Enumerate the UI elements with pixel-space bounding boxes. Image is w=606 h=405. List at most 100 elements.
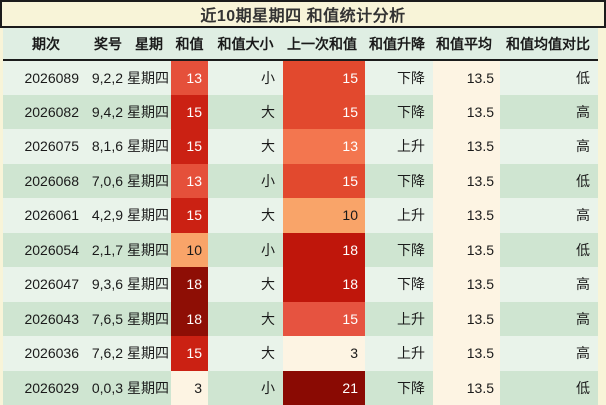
header-sum: 和值 <box>175 35 204 52</box>
vs-avg-cell: 高 <box>576 138 590 155</box>
table-row: 2026089 9,2,2 星期四 13 小 15 下降 13.5 低 <box>3 60 598 95</box>
weekday-cell: 星期四 <box>127 345 169 362</box>
header-numbers: 奖号 <box>94 35 122 52</box>
period-cell: 2026054 <box>24 241 79 258</box>
table-header: 期次 奖号 星期 和值 和值大小 上一次和值 和值升降 和值平均 和值均值对比 <box>3 28 598 60</box>
avg-cell: 13.5 <box>433 129 500 164</box>
page-title: 近10期星期四 和值统计分析 <box>0 0 606 28</box>
sum-size-cell: 小 <box>261 241 275 258</box>
header-size: 和值大小 <box>217 35 274 52</box>
sum-value-cell: 13 <box>171 163 208 198</box>
table-body: 2026089 9,2,2 星期四 13 小 15 下降 13.5 低 2026082 9,4,2 星… <box>3 60 598 405</box>
trend-cell: 上升 <box>397 138 425 155</box>
prev-sum-cell: 15 <box>283 60 365 95</box>
table-row: 2026082 9,4,2 星期四 15 大 15 下降 13.5 高 <box>3 94 598 129</box>
table-row: 2026043 7,6,5 星期四 18 大 15 上升 13.5 高 <box>3 301 598 336</box>
prev-sum-cell: 15 <box>283 163 365 198</box>
draw-numbers-cell: 7,6,2 <box>91 345 123 362</box>
sum-size-cell: 小 <box>261 69 275 86</box>
weekday-cell: 星期四 <box>127 276 169 293</box>
trend-cell: 下降 <box>397 69 425 86</box>
sum-size-cell: 小 <box>261 379 275 396</box>
trend-cell: 上升 <box>397 310 425 327</box>
header-avg: 和值平均 <box>436 35 492 52</box>
sum-size-cell: 小 <box>261 172 275 189</box>
vs-avg-cell: 低 <box>576 172 590 189</box>
weekday-cell: 星期四 <box>127 69 169 86</box>
avg-cell: 13.5 <box>433 60 500 95</box>
page-title-text: 近10期星期四 和值统计分析 <box>200 8 406 25</box>
vs-avg-cell: 高 <box>576 345 590 362</box>
draw-numbers-cell: 4,2,9 <box>91 207 123 224</box>
trend-cell: 下降 <box>397 241 425 258</box>
vs-avg-cell: 高 <box>576 103 590 120</box>
vs-avg-cell: 低 <box>576 241 590 258</box>
period-cell: 2026082 <box>24 103 79 120</box>
avg-cell: 13.5 <box>433 163 500 198</box>
period-cell: 2026036 <box>24 345 79 362</box>
sum-size-cell: 大 <box>261 138 275 155</box>
trend-cell: 上升 <box>397 207 425 224</box>
avg-cell: 13.5 <box>433 267 500 302</box>
draw-numbers-cell: 9,4,2 <box>91 103 123 120</box>
trend-cell: 下降 <box>397 276 425 293</box>
sum-value-cell: 15 <box>171 198 208 233</box>
prev-sum-cell: 15 <box>283 301 365 336</box>
sum-size-cell: 大 <box>261 276 275 293</box>
trend-cell: 下降 <box>397 379 425 396</box>
period-cell: 2026068 <box>24 172 79 189</box>
sum-value-cell: 18 <box>171 267 208 302</box>
avg-cell: 13.5 <box>433 336 500 371</box>
draw-numbers-cell: 2,1,7 <box>91 241 123 258</box>
sum-stats-table: 期次 奖号 星期 和值 和值大小 上一次和值 和值升降 和值平均 和值均值对比 … <box>3 28 598 405</box>
weekday-cell: 星期四 <box>127 207 169 224</box>
prev-sum-cell: 15 <box>283 94 365 129</box>
period-cell: 2026047 <box>24 276 79 293</box>
table-row: 2026047 9,3,6 星期四 18 大 18 下降 13.5 高 <box>3 267 598 302</box>
vs-avg-cell: 低 <box>576 379 590 396</box>
sum-value-cell: 15 <box>171 336 208 371</box>
prev-sum-cell: 13 <box>283 129 365 164</box>
draw-numbers-cell: 0,0,3 <box>91 379 123 396</box>
prev-sum-cell: 18 <box>283 232 365 267</box>
trend-cell: 下降 <box>397 172 425 189</box>
table-row: 2026068 7,0,6 星期四 13 小 15 下降 13.5 低 <box>3 163 598 198</box>
sum-value-cell: 3 <box>171 370 208 405</box>
draw-numbers-cell: 9,2,2 <box>91 69 123 86</box>
sum-size-cell: 大 <box>261 103 275 120</box>
table-row: 2026061 4,2,9 星期四 15 大 10 上升 13.5 高 <box>3 198 598 233</box>
period-cell: 2026075 <box>24 138 79 155</box>
vs-avg-cell: 低 <box>576 69 590 86</box>
sum-value-cell: 15 <box>171 94 208 129</box>
weekday-cell: 星期四 <box>127 138 169 155</box>
sum-value-cell: 18 <box>171 301 208 336</box>
header-row: 期次 奖号 星期 和值 和值大小 上一次和值 和值升降 和值平均 和值均值对比 <box>3 28 598 60</box>
trend-cell: 上升 <box>397 345 425 362</box>
table-row: 2026054 2,1,7 星期四 10 小 18 下降 13.5 低 <box>3 232 598 267</box>
vs-avg-cell: 高 <box>576 276 590 293</box>
vs-avg-cell: 高 <box>576 310 590 327</box>
draw-numbers-cell: 7,6,5 <box>91 310 123 327</box>
draw-numbers-cell: 8,1,6 <box>91 138 123 155</box>
prev-sum-cell: 3 <box>283 336 365 371</box>
avg-cell: 13.5 <box>433 94 500 129</box>
avg-cell: 13.5 <box>433 232 500 267</box>
header-period: 期次 <box>32 35 60 52</box>
draw-numbers-cell: 9,3,6 <box>91 276 123 293</box>
avg-cell: 13.5 <box>433 198 500 233</box>
period-cell: 2026029 <box>24 379 79 396</box>
sum-size-cell: 大 <box>261 310 275 327</box>
period-cell: 2026089 <box>24 69 79 86</box>
weekday-cell: 星期四 <box>127 172 169 189</box>
period-cell: 2026043 <box>24 310 79 327</box>
header-vs-avg: 和值均值对比 <box>506 35 590 52</box>
stats-table-container: 期次 奖号 星期 和值 和值大小 上一次和值 和值升降 和值平均 和值均值对比 … <box>0 28 606 405</box>
weekday-cell: 星期四 <box>127 379 169 396</box>
sum-value-cell: 13 <box>171 60 208 95</box>
avg-cell: 13.5 <box>433 301 500 336</box>
vs-avg-cell: 高 <box>576 207 590 224</box>
header-prev-sum: 上一次和值 <box>287 35 357 52</box>
draw-numbers-cell: 7,0,6 <box>91 172 123 189</box>
prev-sum-cell: 18 <box>283 267 365 302</box>
sum-size-cell: 大 <box>261 345 275 362</box>
